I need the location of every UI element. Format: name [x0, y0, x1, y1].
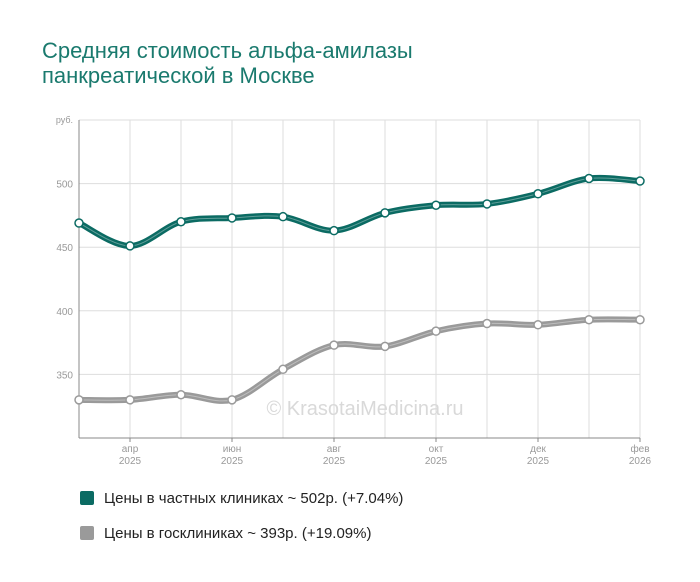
legend-label-public: Цены в госклиниках ~ 393р. (+19.09%): [104, 524, 372, 542]
legend-item-public[interactable]: Цены в госклиниках ~ 393р. (+19.09%): [80, 523, 660, 543]
series-line-highlight-public: [78, 318, 641, 402]
data-point-public: [482, 318, 492, 329]
chart-title-line-1: Средняя стоимость альфа-амилазы: [42, 38, 413, 63]
chart-title: Средняя стоимость альфа-амилазы панкреат…: [42, 38, 662, 88]
data-point-private: [635, 176, 645, 186]
y-tick-label: 500: [56, 180, 73, 191]
data-point-private: [533, 189, 543, 199]
data-point-public: [431, 326, 441, 336]
y-tick-label: 450: [56, 243, 73, 254]
data-point-private: [584, 173, 594, 184]
data-point-public: [278, 364, 288, 375]
x-tick-label-month: окт: [429, 444, 444, 455]
x-tick-label-month: фев: [630, 443, 649, 455]
x-tick-label-year: 2025: [323, 456, 346, 467]
y-tick-label: 350: [56, 370, 73, 381]
x-tick-label-year: 2026: [629, 456, 652, 467]
x-tick-label-year: 2025: [221, 456, 244, 467]
x-tick-label-month: дек: [530, 444, 546, 455]
x-tick-label-year: 2025: [425, 456, 448, 467]
data-point-public: [635, 314, 645, 325]
data-point-private: [176, 217, 186, 227]
data-point-public: [329, 340, 339, 350]
y-tick-label: 400: [56, 307, 73, 318]
data-point-private: [278, 211, 288, 222]
legend: Цены в частных клиниках ~ 502р. (+7.04%)…: [80, 488, 660, 558]
x-tick-label-year: 2025: [119, 456, 142, 467]
line-chart: 350400450500руб.апр2025июн2025авг2025окт…: [56, 115, 652, 467]
data-point-public: [380, 341, 390, 352]
legend-label-private: Цены в частных клиниках ~ 502р. (+7.04%): [104, 489, 404, 507]
data-point-private: [482, 199, 492, 209]
data-point-public: [125, 395, 135, 405]
data-point-public: [74, 395, 84, 405]
x-tick-label-year: 2025: [527, 456, 550, 467]
x-tick-label-month: апр: [122, 444, 139, 455]
data-point-public: [227, 395, 237, 405]
legend-swatch-public: [80, 526, 94, 540]
data-point-public: [176, 390, 186, 400]
y-axis-unit-label: руб.: [56, 115, 73, 125]
series-line-highlight-private: [78, 177, 641, 247]
data-point-private: [431, 200, 441, 210]
watermark: © KrasotaiMedicina.ru: [266, 398, 463, 420]
legend-swatch-private: [80, 491, 94, 505]
data-point-private: [125, 241, 135, 251]
chart-title-line-2: панкреатической в Москве: [42, 63, 315, 88]
legend-item-private[interactable]: Цены в частных клиниках ~ 502р. (+7.04%): [80, 488, 660, 508]
data-point-public: [584, 314, 594, 325]
x-tick-label-month: июн: [223, 444, 242, 455]
series-line-public: [76, 316, 643, 404]
data-point-private: [329, 225, 339, 236]
data-point-public: [533, 320, 543, 330]
data-point-private: [227, 213, 237, 223]
data-point-private: [380, 208, 390, 218]
x-tick-label-month: авг: [327, 444, 342, 455]
data-point-private: [74, 218, 84, 228]
